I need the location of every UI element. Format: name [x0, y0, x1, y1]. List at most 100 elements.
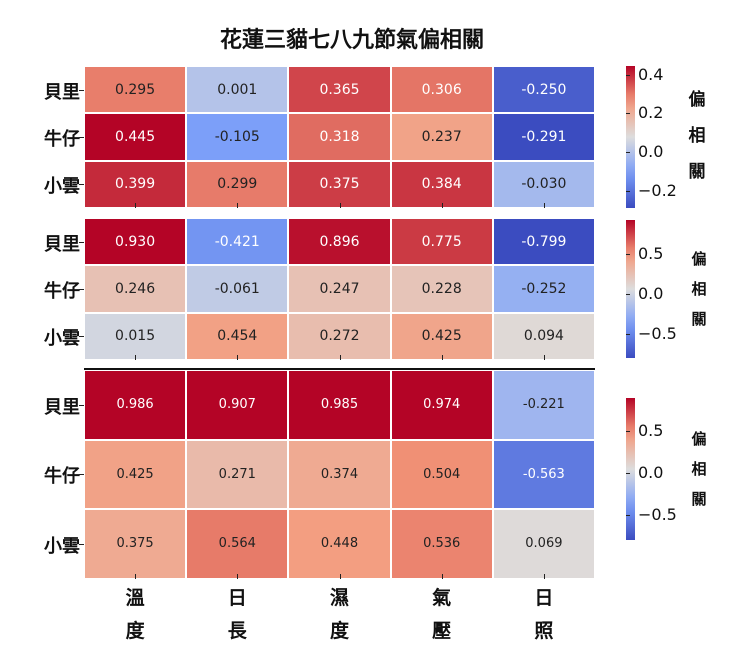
- heatmap-cell: 0.306: [390, 66, 493, 114]
- heatmap-cell: 0.094: [492, 312, 595, 360]
- heatmap-cell: 0.930: [84, 218, 187, 266]
- colorbar-tick: [626, 473, 630, 475]
- colorbar-tick-label: 0.0: [638, 284, 664, 304]
- heatmap-cell: 0.425: [84, 439, 187, 509]
- heatmap-cell: 0.295: [84, 66, 187, 114]
- colorbar-tick: [626, 113, 630, 115]
- colorbar-tick-label: 0.2: [638, 103, 664, 123]
- heatmap-cell: 0.445: [84, 113, 187, 161]
- column-label: 日照: [534, 587, 554, 642]
- row-label: 小雲: [44, 535, 80, 557]
- heatmap-cell: 0.375: [84, 509, 187, 579]
- heatmap-cell: -0.421: [186, 218, 289, 266]
- heatmap-cell: 0.974: [390, 370, 493, 440]
- heatmap-cell: -0.061: [186, 265, 289, 313]
- heatmap-cell: 0.985: [288, 370, 391, 440]
- row-label: 牛仔: [44, 128, 80, 150]
- row-label: 牛仔: [44, 280, 80, 302]
- heatmap-cell: 0.564: [186, 509, 289, 579]
- chart-title: 花蓮三貓七八九節氣偏相關: [219, 28, 484, 53]
- heatmap-cell: 0.069: [492, 509, 595, 579]
- colorbar-tick: [626, 190, 630, 192]
- column-tick: [441, 573, 443, 579]
- column-tick: [135, 202, 137, 208]
- row-label: 牛仔: [44, 466, 80, 488]
- heatmap-cell: 0.246: [84, 265, 187, 313]
- column-tick: [237, 202, 239, 208]
- column-tick: [237, 573, 239, 579]
- colorbar-tick-label: −0.5: [638, 324, 677, 344]
- colorbar-tick-label: −0.5: [638, 504, 677, 524]
- heatmap-cell: 0.272: [288, 312, 391, 360]
- heatmap-cell: 0.536: [390, 509, 493, 579]
- colorbar-tick-label: 0.0: [638, 463, 664, 483]
- row-tick: [79, 543, 84, 545]
- heatmap-cell: 0.015: [84, 312, 187, 360]
- colorbar-label: 偏相關: [691, 250, 707, 328]
- heatmap-cell: 0.237: [390, 113, 493, 161]
- heatmap-cell: 0.374: [288, 439, 391, 509]
- heatmap-cell: 0.001: [186, 66, 289, 114]
- row-label: 貝里: [44, 233, 80, 255]
- column-tick: [339, 573, 341, 579]
- heatmap-cell: -0.291: [492, 113, 595, 161]
- heatmap-cell: 0.775: [390, 218, 493, 266]
- column-tick: [543, 202, 545, 208]
- colorbar-label: 偏相關: [688, 90, 706, 182]
- heatmap-cell: 0.384: [390, 160, 493, 208]
- row-tick: [79, 184, 84, 186]
- row-tick: [79, 89, 84, 91]
- heatmap-cell: 0.454: [186, 312, 289, 360]
- colorbar-tick: [626, 74, 630, 76]
- row-label: 貝里: [44, 396, 80, 418]
- panel-separator-line: [84, 368, 595, 370]
- row-tick: [79, 241, 84, 243]
- colorbar: [626, 220, 635, 358]
- colorbar-tick: [626, 431, 630, 433]
- heatmap-cell: -0.252: [492, 265, 595, 313]
- row-tick: [79, 404, 84, 406]
- row-tick: [79, 136, 84, 138]
- heatmap-cell: 0.299: [186, 160, 289, 208]
- row-tick: [79, 474, 84, 476]
- heatmap-cell: 0.271: [186, 439, 289, 509]
- colorbar-tick: [626, 514, 630, 516]
- heatmap-cell: -0.221: [492, 370, 595, 440]
- colorbar-tick-label: 0.4: [638, 64, 664, 84]
- column-label: 日長: [227, 587, 247, 642]
- column-tick: [339, 354, 341, 360]
- heatmap-cell: 0.896: [288, 218, 391, 266]
- column-tick: [339, 202, 341, 208]
- colorbar-tick: [626, 151, 630, 153]
- colorbar-tick-label: 0.0: [638, 141, 664, 161]
- row-label: 小雲: [44, 328, 80, 350]
- heatmap-cell: 0.425: [390, 312, 493, 360]
- row-label: 貝里: [44, 81, 80, 103]
- column-tick: [543, 354, 545, 360]
- heatmap-cell: 0.504: [390, 439, 493, 509]
- colorbar-tick-label: 0.5: [638, 421, 664, 441]
- row-tick: [79, 336, 84, 338]
- colorbar-label: 偏相關: [691, 430, 707, 508]
- column-label: 濕度: [329, 587, 349, 642]
- heatmap-cell: 0.247: [288, 265, 391, 313]
- column-tick: [135, 354, 137, 360]
- heatmap-cell: 0.228: [390, 265, 493, 313]
- heatmap-cell: 0.375: [288, 160, 391, 208]
- colorbar: [626, 398, 635, 540]
- column-tick: [441, 202, 443, 208]
- heatmap-cell: 0.365: [288, 66, 391, 114]
- row-tick: [79, 288, 84, 290]
- column-tick: [135, 573, 137, 579]
- heatmap-cell: 0.448: [288, 509, 391, 579]
- colorbar-tick-label: 0.5: [638, 244, 664, 264]
- column-tick: [237, 354, 239, 360]
- heatmap-cell: -0.105: [186, 113, 289, 161]
- colorbar-tick: [626, 254, 630, 256]
- heatmap-cell: 0.986: [84, 370, 187, 440]
- heatmap-cell: 0.399: [84, 160, 187, 208]
- column-tick: [543, 573, 545, 579]
- column-label: 氣壓: [432, 587, 452, 642]
- heatmap-cell: -0.250: [492, 66, 595, 114]
